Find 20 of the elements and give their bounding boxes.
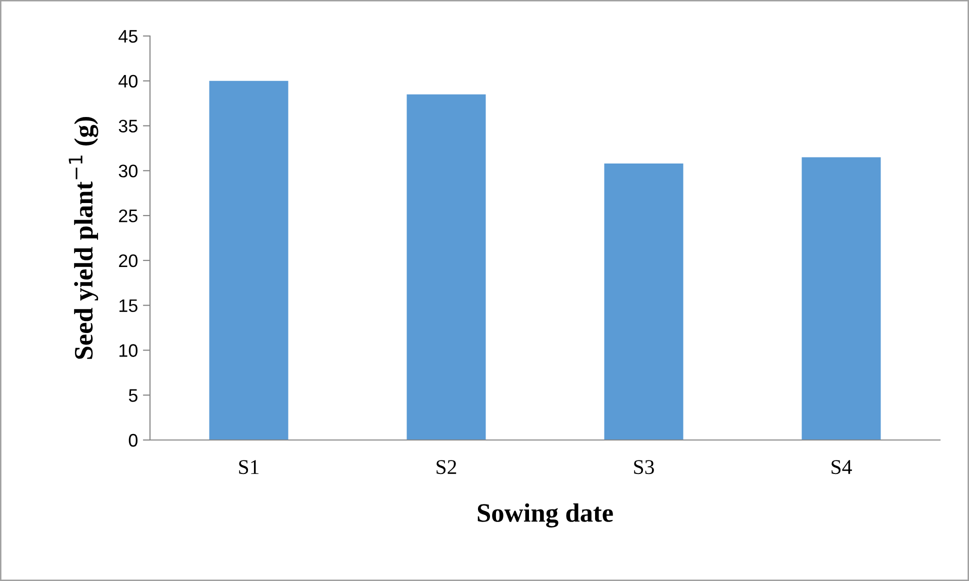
bar bbox=[406, 94, 486, 440]
y-tick-label: 40 bbox=[118, 74, 138, 88]
y-tick-label: 10 bbox=[119, 344, 138, 357]
y-tick-label: 5 bbox=[128, 389, 138, 402]
x-tick-label: S2 bbox=[436, 460, 456, 474]
bar bbox=[604, 163, 684, 440]
y-tick-label: 45 bbox=[118, 30, 138, 43]
y-tick-label: 20 bbox=[119, 254, 138, 268]
x-tick-label: S1 bbox=[239, 460, 258, 474]
bar bbox=[802, 157, 881, 440]
x-axis-title: Sowing date bbox=[478, 503, 613, 528]
y-tick-label: 0 bbox=[128, 434, 138, 447]
y-tick-label: 35 bbox=[118, 120, 138, 132]
x-tick-label: S3 bbox=[634, 460, 654, 474]
x-tick-label: S4 bbox=[832, 460, 852, 474]
y-tick-label: 25 bbox=[119, 209, 138, 222]
y-axis-title: Seed yield plant$^{−1}$ (g) bbox=[68, 117, 98, 359]
bar bbox=[209, 80, 288, 440]
y-tick-label: 15 bbox=[119, 299, 138, 312]
y-tick-label: 30 bbox=[118, 164, 138, 178]
